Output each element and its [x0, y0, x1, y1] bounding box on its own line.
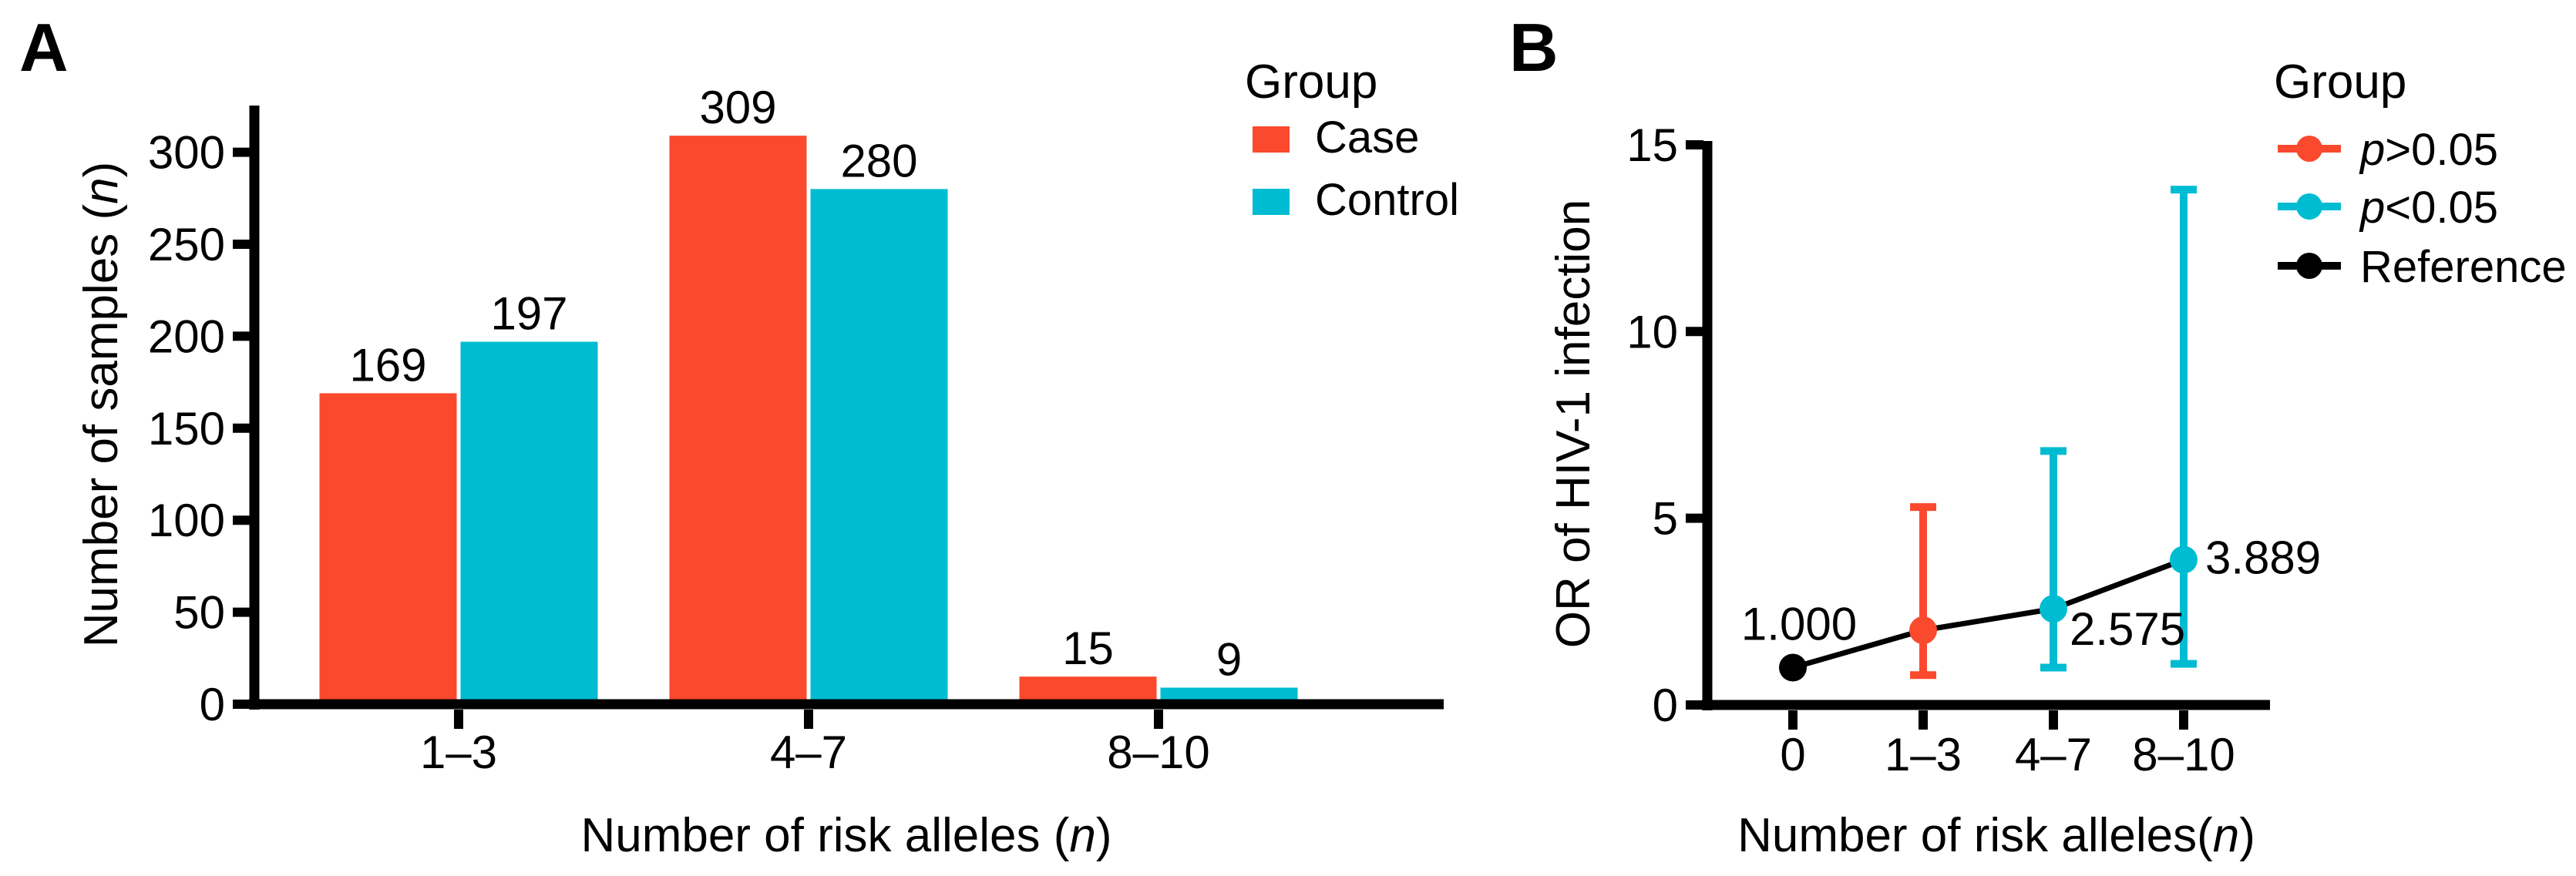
or-point-8–10 — [2170, 545, 2198, 574]
panel-b-x-tick-label: 0 — [1780, 729, 1805, 780]
panel-a-y-axis-title: Number of samples (n) — [75, 162, 128, 648]
panel-b-legend: Group p>0.05 p<0.05 Reference — [2274, 55, 2567, 292]
bar-case-4–7 — [669, 136, 807, 704]
panel-b-letter: B — [1509, 9, 1559, 86]
panel-b-x-axis-title: Number of risk alleles(n) — [1737, 809, 2255, 862]
panel-a-y-tick-label: 50 — [173, 587, 225, 639]
bar-value-label: 197 — [490, 288, 567, 340]
bar-value-label: 309 — [699, 82, 776, 133]
panel-a-x-tick-label: 1–3 — [420, 727, 497, 778]
panel-a-x-tick-label: 4–7 — [770, 727, 847, 778]
panel-b-y-axis-title: OR of HIV-1 infection — [1547, 200, 1600, 648]
panel-b-y-tick-label: 0 — [1653, 680, 1678, 731]
legend-label-case: Case — [1315, 112, 1419, 163]
panel-a-y-tick-label: 250 — [148, 219, 225, 270]
legend-swatch-case — [1253, 126, 1290, 153]
bar-case-1–3 — [319, 393, 457, 704]
panel-b-x-tick-label: 4–7 — [2015, 729, 2092, 780]
or-point-0 — [1779, 653, 1807, 682]
legend-label-reference: Reference — [2360, 242, 2567, 292]
or-value-label-4–7: 2.575 — [2070, 603, 2185, 655]
bar-control-4–7 — [810, 189, 948, 705]
panel-b-x-tick-label: 1–3 — [1885, 729, 1962, 780]
panel-a-y-tick-label: 150 — [148, 403, 225, 455]
panel-a-letter: A — [19, 9, 69, 86]
or-point-4–7 — [2040, 595, 2067, 623]
bar-value-label: 280 — [840, 135, 917, 186]
bar-value-label: 169 — [349, 339, 426, 391]
legend-swatch-control — [1253, 189, 1290, 215]
panel-b-y-tick-label: 10 — [1626, 306, 1678, 357]
panel-a-y-tick-label: 300 — [148, 127, 225, 179]
or-value-label-0: 1.000 — [1741, 599, 1857, 650]
panel-a-y-tick-label: 0 — [200, 679, 225, 730]
legend-label-p-lt: p<0.05 — [2359, 183, 2498, 233]
panel-b-x-tick-label: 8–10 — [2132, 729, 2235, 780]
legend-marker-dot-p-gt — [2296, 136, 2322, 162]
panel-b-or-plot: 1.000 2.575 3.889 0 5 10 15 0 1–3 4–7 8–10 — [1626, 119, 2321, 780]
bar-value-label: 9 — [1216, 634, 1242, 686]
bar-value-label: 15 — [1062, 623, 1114, 674]
panel-a-x-tick-label: 8–10 — [1107, 727, 1209, 778]
panel-a-y-tick-label: 100 — [148, 495, 225, 546]
panel-a-legend-title: Group — [1245, 55, 1377, 109]
legend-label-p-gt: p>0.05 — [2359, 125, 2498, 175]
or-value-label-8–10: 3.889 — [2205, 532, 2321, 584]
or-point-1–3 — [1909, 616, 1937, 645]
panel-a-bar-chart: 169 309 15 197 280 9 0 50 100 150 200 250 300 1–3 4–7 8… — [148, 82, 1444, 778]
panel-b-legend-title: Group — [2274, 55, 2406, 109]
panel-b-y-tick-label: 5 — [1653, 493, 1678, 545]
bar-control-1–3 — [460, 341, 598, 704]
connecting-line — [1792, 557, 2185, 670]
legend-marker-dot-p-lt — [2296, 193, 2322, 220]
panel-a-y-tick-label: 200 — [148, 310, 225, 362]
panel-a-x-axis-title: Number of risk alleles (n) — [580, 809, 1111, 862]
panel-a-legend: Group Case Control — [1245, 55, 1459, 225]
panel-b-y-tick-label: 15 — [1626, 119, 1678, 171]
legend-marker-dot-reference — [2296, 253, 2322, 279]
legend-label-control: Control — [1315, 175, 1459, 225]
